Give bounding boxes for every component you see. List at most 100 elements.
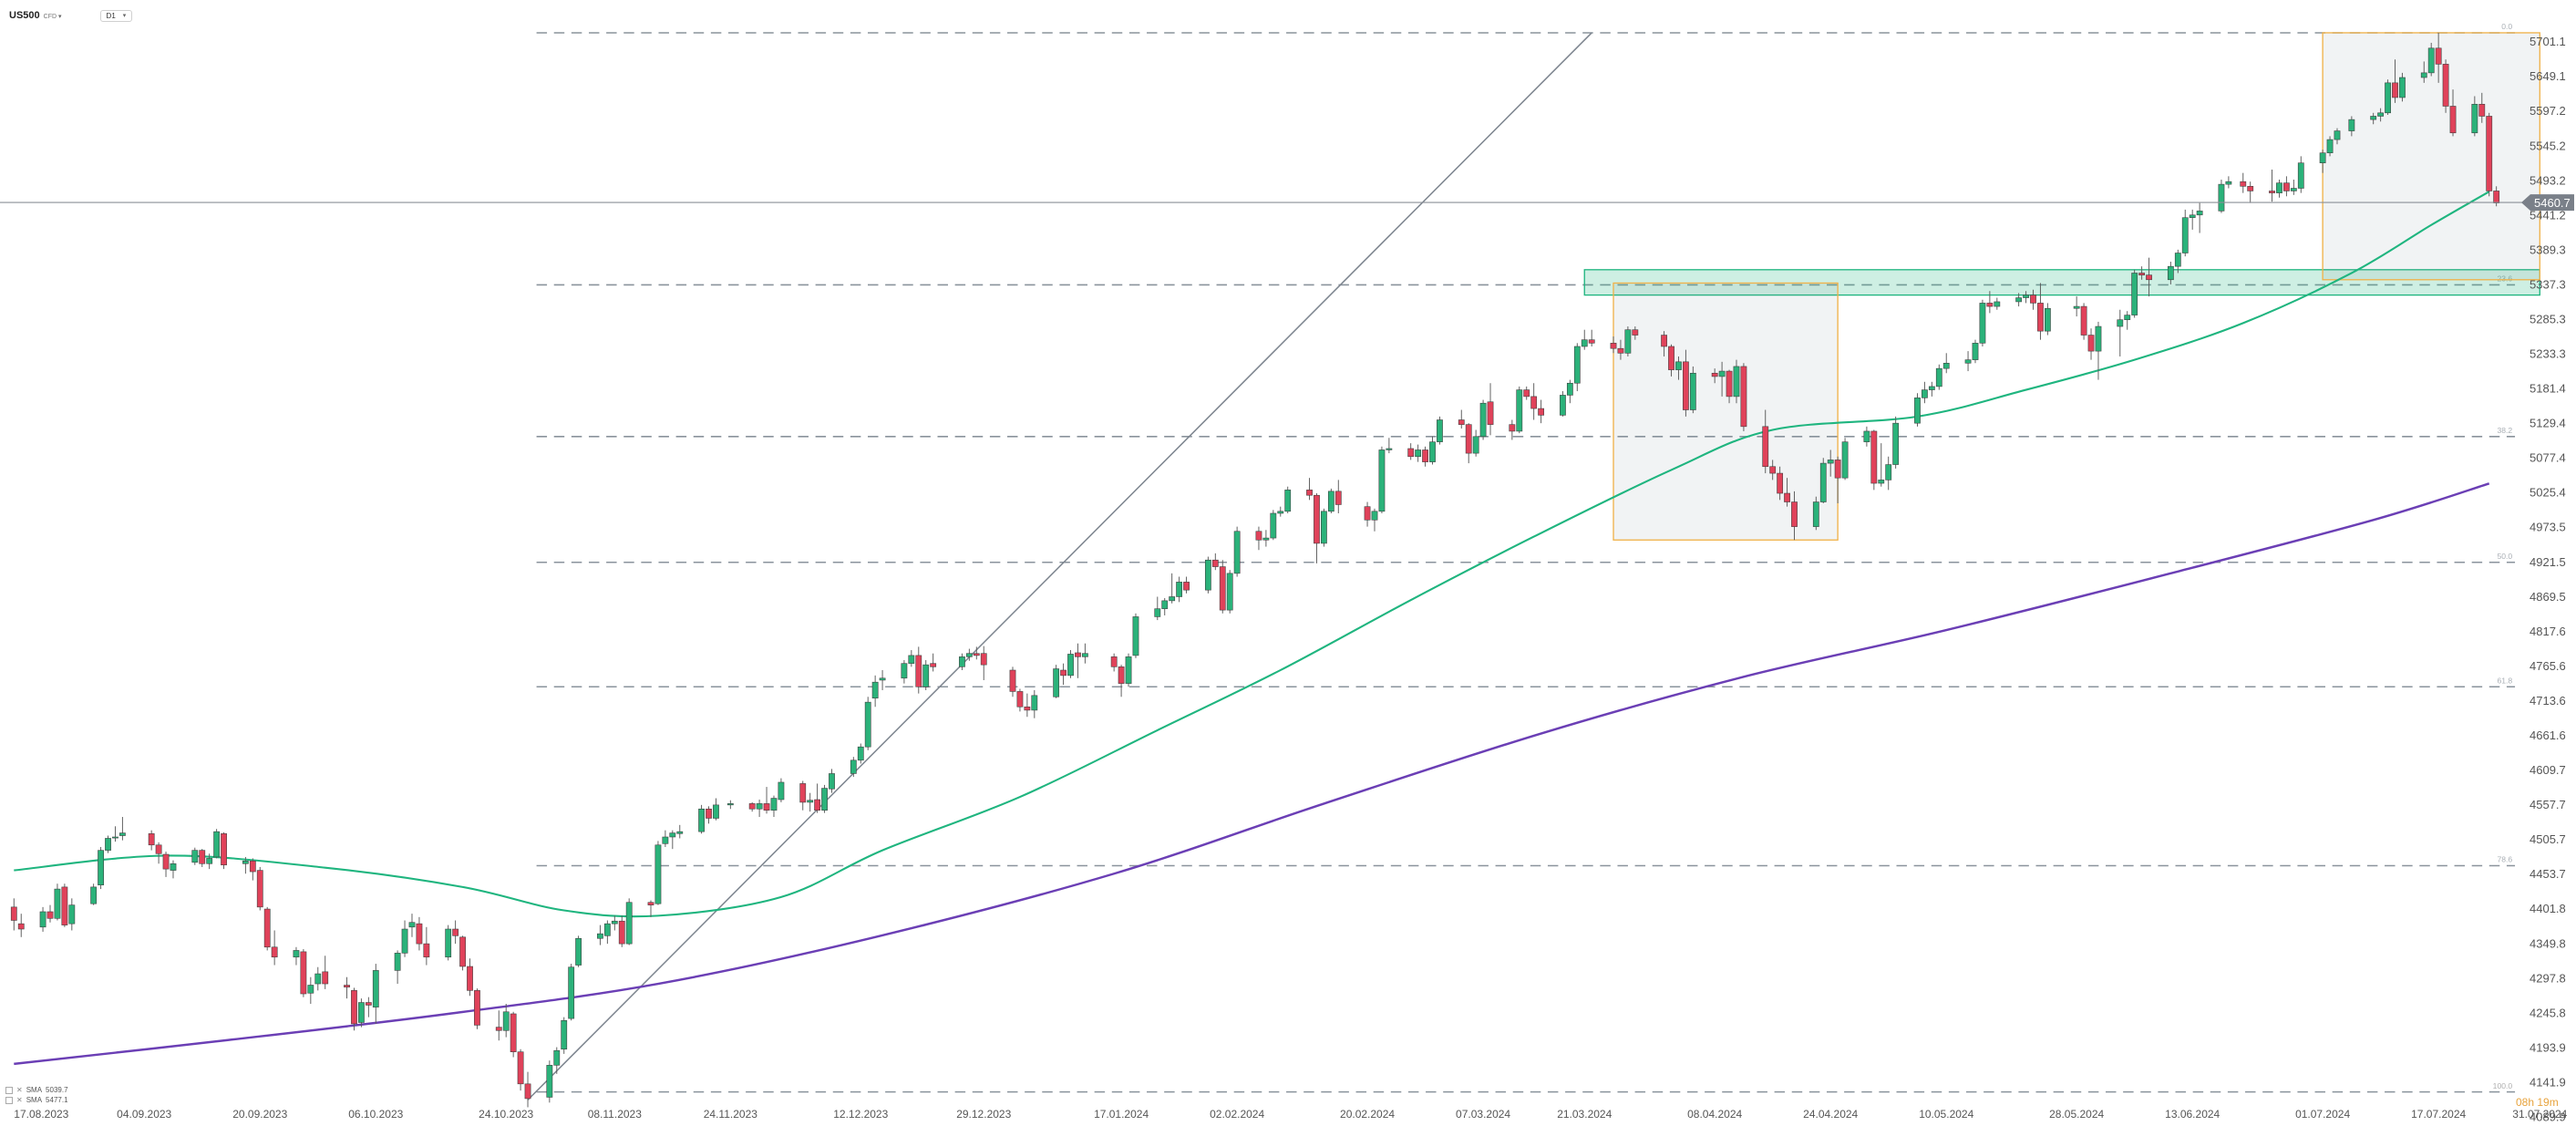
- candle-body: [726, 803, 734, 806]
- candle-bearish: [1711, 368, 1718, 384]
- candle-body: [871, 681, 879, 699]
- candle-body: [2427, 47, 2435, 74]
- candle-body: [1827, 460, 1834, 464]
- candle-bullish: [1812, 496, 1819, 531]
- candle-body: [1284, 490, 1292, 512]
- candle-body: [575, 937, 582, 966]
- candle-body: [2326, 139, 2334, 154]
- candle-bullish: [829, 769, 835, 793]
- candle-bullish: [445, 925, 452, 961]
- candle-bullish: [1262, 530, 1270, 547]
- candle-body: [1566, 382, 1573, 396]
- candle-bullish: [669, 830, 676, 850]
- candle-bearish: [1610, 336, 1617, 354]
- x-tick-label: 28.05.2024: [2049, 1108, 2104, 1121]
- y-tick-label: 5649.1: [2530, 69, 2566, 83]
- candle-bearish: [618, 915, 625, 947]
- candle-body: [1082, 653, 1088, 657]
- candle-bullish: [372, 964, 379, 1024]
- candle-bullish: [857, 743, 864, 764]
- close-icon[interactable]: ✕: [16, 1096, 23, 1104]
- candle-bullish: [2399, 72, 2406, 102]
- candle-bearish: [1334, 480, 1342, 513]
- candle-bullish: [1031, 689, 1038, 718]
- sma-200-line: [14, 482, 2490, 1066]
- trendline[interactable]: [527, 32, 1592, 1100]
- candle-body: [2095, 325, 2102, 352]
- x-tick-label: 13.06.2024: [2165, 1108, 2220, 1121]
- candle-body: [2037, 303, 2044, 332]
- candle-bearish: [467, 958, 473, 997]
- fib-level-label: 0.0: [2501, 22, 2512, 31]
- symbol-selector[interactable]: US500 CFD ▾: [9, 10, 62, 21]
- candle-body: [561, 1020, 568, 1050]
- support-zone[interactable]: [1583, 269, 2540, 296]
- candle-bearish: [459, 935, 466, 971]
- highlight-zones[interactable]: [1583, 32, 2540, 541]
- candle-bullish: [1067, 650, 1074, 678]
- candle-body: [1718, 370, 1726, 377]
- candle-body: [2435, 47, 2442, 65]
- candle-bullish: [1994, 297, 2001, 310]
- checkbox-icon[interactable]: [5, 1086, 13, 1094]
- candle-body: [568, 966, 575, 1019]
- candle-body: [408, 922, 416, 928]
- candle-body: [46, 911, 54, 919]
- candle-body: [54, 888, 61, 919]
- candle-bullish: [170, 860, 177, 879]
- candle-body: [1560, 395, 1566, 416]
- y-tick-label: 4453.7: [2530, 867, 2566, 881]
- candle-body: [1255, 531, 1262, 541]
- candle-body: [1509, 424, 1516, 432]
- y-tick-label: 4141.9: [2530, 1075, 2566, 1089]
- candle-bullish: [1560, 391, 1566, 417]
- range-box[interactable]: [1613, 282, 1839, 541]
- candle-bearish: [1211, 553, 1219, 571]
- candle-bullish: [2420, 61, 2427, 83]
- close-icon[interactable]: ✕: [16, 1086, 23, 1094]
- candle-body: [1762, 426, 1769, 468]
- candle-body: [1219, 566, 1226, 611]
- candle-bullish: [698, 804, 705, 834]
- candle-bearish: [249, 858, 256, 881]
- candle-bearish: [322, 956, 329, 989]
- candle-bearish: [1834, 456, 1841, 504]
- y-tick-label: 4713.6: [2530, 694, 2566, 708]
- candle-bullish: [1226, 570, 1233, 614]
- candle-bearish: [148, 830, 155, 851]
- x-tick-label: 17.07.2024: [2411, 1108, 2466, 1121]
- candle-body: [1834, 460, 1841, 479]
- checkbox-icon[interactable]: [5, 1096, 13, 1104]
- candle-body: [770, 798, 778, 811]
- candle-body: [1581, 339, 1588, 347]
- candle-bullish: [1479, 399, 1487, 440]
- y-tick-label: 5701.1: [2530, 35, 2566, 48]
- current-price-label: 5460.7: [2534, 196, 2571, 210]
- trendline-segment[interactable]: [527, 32, 1592, 1100]
- y-tick-label: 4817.6: [2530, 625, 2566, 638]
- candle-bearish: [1024, 693, 1031, 718]
- candle-bearish: [1870, 429, 1878, 491]
- candle-bearish: [155, 842, 162, 864]
- candle-body: [2146, 274, 2152, 281]
- candle-body: [1176, 582, 1183, 597]
- candle-bullish: [1378, 446, 1386, 513]
- candle-bullish: [2124, 311, 2131, 330]
- candle-bullish: [2181, 209, 2189, 257]
- timeframe-dropdown[interactable]: D1 ▾: [99, 9, 133, 22]
- fibonacci-retracement[interactable]: 0.0 23.6 38.2 50.0 61.8 78.6 100.0: [536, 22, 2516, 1093]
- candle-body: [2486, 116, 2493, 191]
- candle-bullish: [726, 800, 734, 810]
- candle-bullish: [756, 800, 763, 818]
- candle-bullish: [1979, 299, 1986, 346]
- candle-bullish: [2044, 303, 2051, 336]
- candle-bearish: [1740, 363, 1747, 431]
- candle-body: [2478, 103, 2486, 117]
- legend-item-sma-2[interactable]: ✕ SMA 5477.1: [5, 1095, 68, 1105]
- candle-bearish: [1530, 383, 1538, 420]
- candle-bullish: [1176, 576, 1183, 603]
- legend-item-sma-1[interactable]: ✕ SMA 5039.7: [5, 1085, 68, 1095]
- candle-body: [1863, 430, 1870, 442]
- candle-bullish: [611, 915, 618, 931]
